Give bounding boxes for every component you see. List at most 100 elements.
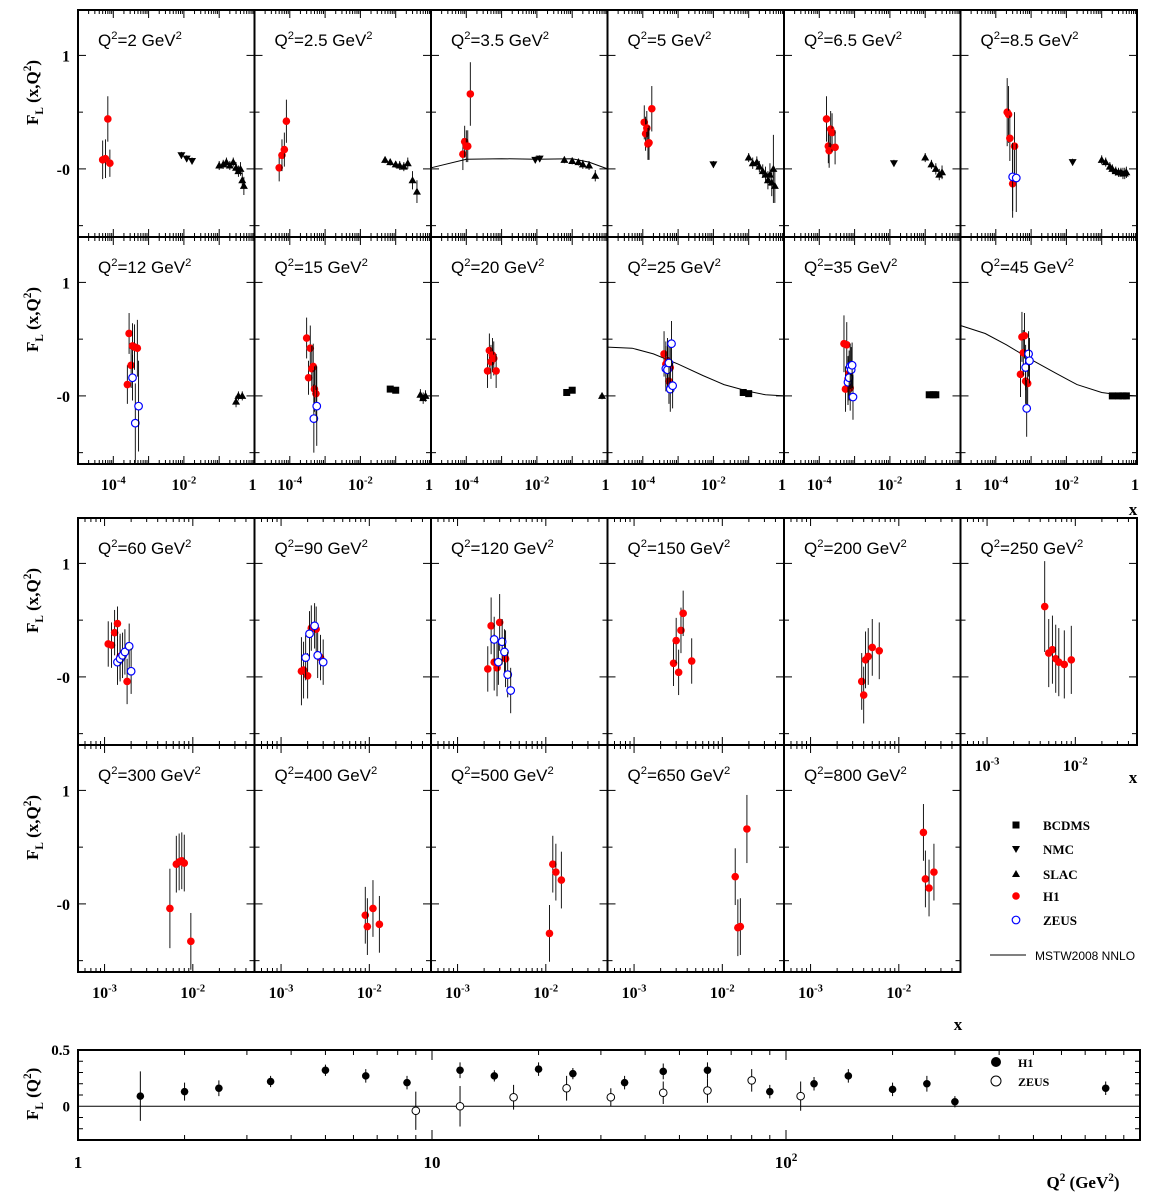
data-point-slac <box>403 159 412 167</box>
legend-label: H1 <box>1018 1056 1033 1070</box>
x-axis-label: x <box>1129 500 1138 519</box>
data-point-nmc <box>1068 159 1077 167</box>
x-tick-label: 10-2 <box>1063 756 1088 775</box>
data-point-zeus <box>318 657 328 667</box>
data-point-zeus <box>120 647 130 657</box>
data-point-nmc <box>535 155 544 163</box>
legend-label: BCDMS <box>1043 818 1090 833</box>
data-point-nmc <box>188 157 197 165</box>
data-point-zeus <box>503 670 513 680</box>
panel-label: Q2=35 GeV2 <box>804 257 897 277</box>
panel: Q2=200 GeV2 <box>783 517 962 746</box>
data-point-slac <box>938 168 947 176</box>
panel-group-top: Q2=2 GeV2 Q2=2.5 GeV2 Q2=3.5 GeV2 Q2=5 GeV2… <box>22 9 1139 519</box>
summary-point-h1 <box>620 1078 629 1087</box>
panel: Q2=90 GeV2 <box>253 517 432 746</box>
data-point-zeus <box>128 373 137 383</box>
x-tick-label: 10-4 <box>630 475 656 494</box>
data-point-zeus <box>500 647 509 657</box>
legend-swatch-bcdms <box>1012 821 1020 829</box>
data-point-slac <box>560 155 569 163</box>
data-point-zeus <box>1022 403 1032 413</box>
x-tick-label: 10-4 <box>101 475 127 494</box>
data-point-slac <box>421 391 430 399</box>
data-point-h1 <box>660 350 668 358</box>
data-point-slac <box>381 155 390 163</box>
summary-point-h1 <box>136 1092 145 1100</box>
data-point-zeus <box>667 339 676 349</box>
y-tick-label: 1 <box>62 556 70 573</box>
data-point-h1 <box>1060 660 1069 669</box>
legend-label: NMC <box>1043 842 1074 857</box>
data-point-h1 <box>674 668 683 677</box>
data-point-h1 <box>743 825 751 833</box>
data-point-h1 <box>825 146 833 155</box>
panel-label: Q2=2 GeV2 <box>98 30 182 50</box>
panel-label: Q2=500 GeV2 <box>451 765 554 785</box>
data-point-slac <box>1122 168 1131 176</box>
data-point-h1 <box>557 876 566 884</box>
y-axis-label: FL (Q2) <box>22 1068 46 1120</box>
data-point-h1 <box>677 626 685 635</box>
x-tick-label: 10 <box>424 1153 441 1172</box>
data-point-slac <box>236 164 245 172</box>
data-point-slac <box>578 160 587 168</box>
data-point-h1 <box>919 828 928 837</box>
data-point-slac <box>239 181 248 189</box>
panel-label: Q2=20 GeV2 <box>451 257 544 277</box>
y-axis-label-text: FL (x,Q2) <box>22 60 46 125</box>
y-tick-label: -0 <box>57 670 70 687</box>
y-axis-label: FL (x,Q2) <box>22 795 46 860</box>
x-tick-label: 10-2 <box>172 475 197 494</box>
summary-point-h1 <box>844 1072 853 1080</box>
summary-point-h1 <box>321 1066 330 1075</box>
data-point-bcdms <box>392 386 400 394</box>
summary-point-zeus <box>411 1106 421 1116</box>
data-point-bcdms <box>386 385 394 393</box>
data-point-h1 <box>930 868 938 876</box>
panel: Q2=120 GeV2 <box>430 517 609 746</box>
data-point-h1 <box>309 362 317 371</box>
data-point-bcdms <box>932 391 940 399</box>
data-point-h1 <box>643 124 651 132</box>
x-tick-label: 10-2 <box>878 475 903 494</box>
data-point-zeus <box>847 360 857 370</box>
summary-point-h1 <box>403 1078 411 1087</box>
data-point-slac <box>1101 158 1110 166</box>
panel: Q2=400 GeV2 <box>253 744 432 973</box>
panel-label: Q2=2.5 GeV2 <box>275 30 373 50</box>
summary-point-h1 <box>659 1067 668 1076</box>
data-point-h1 <box>303 671 312 680</box>
data-point-h1 <box>107 641 116 649</box>
data-point-h1 <box>828 128 836 137</box>
data-point-h1 <box>282 117 291 126</box>
data-point-slac <box>931 164 940 172</box>
panel: Q2=35 GeV2 <box>783 236 962 465</box>
x-tick-label: 10-3 <box>622 983 647 1002</box>
summary-point-h1 <box>766 1087 774 1096</box>
data-point-h1 <box>459 150 467 158</box>
data-point-h1 <box>672 636 680 645</box>
legend-swatch-h1 <box>1012 892 1020 900</box>
data-point-bcdms <box>568 386 576 394</box>
panel: Q2=800 GeV2 <box>783 744 962 973</box>
data-point-zeus <box>313 650 323 660</box>
x-tick-label: 10-3 <box>92 983 117 1002</box>
data-point-zeus <box>668 381 678 391</box>
y-tick-label: 0.5 <box>51 1043 70 1059</box>
panel: Q2=15 GeV2 <box>253 236 432 465</box>
legend-summary: H1 ZEUS <box>990 1056 1050 1089</box>
x-tick-label: 10-3 <box>975 756 1000 775</box>
legend-swatch-slac <box>1012 870 1020 877</box>
data-point-h1 <box>278 151 286 160</box>
data-point-bcdms <box>563 388 571 396</box>
panel: Q2=6.5 GeV2 <box>783 9 962 238</box>
x-tick-label: 10-2 <box>180 983 205 1002</box>
data-point-h1 <box>822 115 831 123</box>
x-axis-label: x <box>1129 768 1138 787</box>
data-point-h1 <box>552 868 560 876</box>
x-tick-label: 10-4 <box>983 475 1009 494</box>
panel-label: Q2=5 GeV2 <box>628 30 712 50</box>
panel: Q2=300 GeV2 <box>77 744 256 973</box>
data-point-h1 <box>127 361 135 370</box>
